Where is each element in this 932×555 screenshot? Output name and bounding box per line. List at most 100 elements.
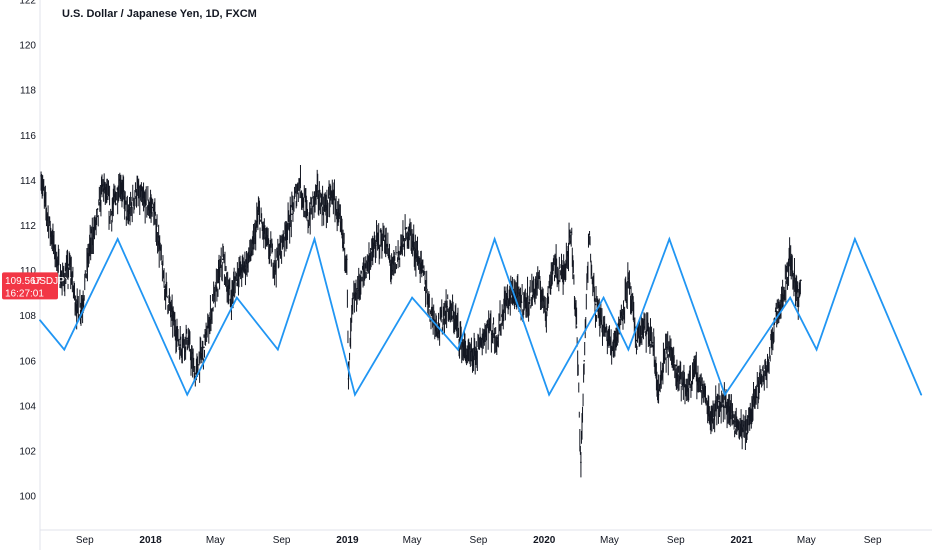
price-point [610, 346, 613, 349]
x-tick-label: Sep [864, 535, 882, 546]
x-tick-label: May [403, 535, 422, 546]
price-point [588, 236, 590, 238]
price-point [685, 391, 687, 394]
cycle-point [627, 348, 630, 351]
x-tick-label: Sep [76, 535, 94, 546]
x-tick-label: May [600, 535, 619, 546]
price-point [794, 281, 796, 283]
price-point [751, 411, 753, 414]
price-point [797, 296, 800, 299]
y-tick-label: 118 [20, 86, 36, 97]
price-label-countdown: 16:27:01 [5, 288, 44, 299]
cycle-point [853, 238, 856, 240]
price-point [487, 323, 490, 326]
price-point [88, 247, 91, 249]
price-point [391, 269, 393, 272]
price-point [332, 193, 334, 195]
cycle-point [39, 319, 41, 322]
price-label-background [2, 272, 58, 300]
price-series [40, 165, 802, 478]
price-point [266, 242, 268, 245]
y-tick-label: 112 [20, 221, 36, 232]
price-point [274, 265, 276, 267]
price-point [171, 314, 173, 317]
price-point [347, 378, 350, 380]
price-point [351, 305, 354, 308]
price-point [479, 342, 482, 344]
price-point [454, 319, 457, 322]
cycle-point [602, 296, 605, 299]
price-point [734, 420, 736, 423]
price-point [186, 337, 189, 340]
x-tick-label: May [797, 535, 816, 546]
price-point [504, 303, 506, 306]
price-point [495, 337, 498, 340]
x-tick-label: Sep [470, 535, 488, 546]
price-point [135, 190, 137, 193]
y-axis: 100 102 104 106 108 110 112 114 116 118 120 122 [19, 0, 36, 503]
price-point [742, 429, 745, 432]
price-point [110, 213, 112, 216]
cycle-point [116, 238, 119, 240]
cycle-point [63, 348, 66, 351]
price-point [413, 247, 416, 249]
price-point [399, 247, 402, 249]
price-point [446, 305, 448, 308]
cycle-point [724, 393, 726, 396]
price-label-symbol: USDJPY [32, 276, 72, 287]
price-point [774, 310, 777, 313]
y-tick-label: 108 [19, 311, 36, 322]
cycle-point [186, 393, 189, 396]
x-tick-label: Sep [273, 535, 291, 546]
price-point [96, 215, 99, 218]
x-tick-label: May [206, 535, 225, 546]
price-point [463, 348, 465, 351]
price-point [643, 326, 646, 328]
price-point [211, 308, 213, 310]
price-point [346, 258, 348, 261]
price-point [570, 231, 573, 234]
cycle-point [668, 238, 671, 240]
price-point [376, 242, 378, 245]
price-point [430, 310, 432, 313]
price-point [580, 461, 582, 464]
cycle-point [789, 296, 792, 299]
price-point [359, 281, 362, 283]
x-tick-label: 2019 [336, 535, 359, 546]
y-tick-label: 122 [19, 0, 36, 7]
price-point [408, 229, 410, 231]
price-point [782, 294, 785, 297]
price-point [222, 258, 224, 261]
price-point [583, 360, 585, 362]
price-point [471, 360, 473, 362]
price-point [257, 213, 260, 216]
price-point [315, 190, 318, 193]
price-point [536, 281, 539, 283]
price-point [675, 364, 677, 367]
x-axis: Sep 2018 May Sep 2019 May Sep 2020 May Sep 2021 May… [76, 535, 882, 546]
x-tick-label: Sep [667, 535, 685, 546]
price-point [665, 346, 668, 349]
price-point [291, 213, 293, 216]
price-point [157, 236, 159, 238]
price-point [102, 184, 104, 186]
price-point [693, 369, 695, 371]
price-point [40, 175, 42, 177]
cycle-point [411, 296, 414, 299]
y-tick-label: 116 [20, 131, 36, 142]
price-point [788, 256, 791, 258]
cycle-point [457, 348, 459, 351]
x-tick-label: 2018 [139, 535, 162, 546]
price-point [282, 236, 285, 238]
price-point [651, 342, 654, 344]
price-point [244, 265, 246, 267]
price-point [203, 346, 205, 349]
price-point [657, 393, 660, 396]
price-point [726, 405, 728, 407]
price-point [759, 378, 762, 380]
cycle-point [276, 348, 279, 351]
price-point [163, 281, 165, 283]
price-bars [40, 165, 801, 478]
cycle-point [548, 393, 550, 396]
